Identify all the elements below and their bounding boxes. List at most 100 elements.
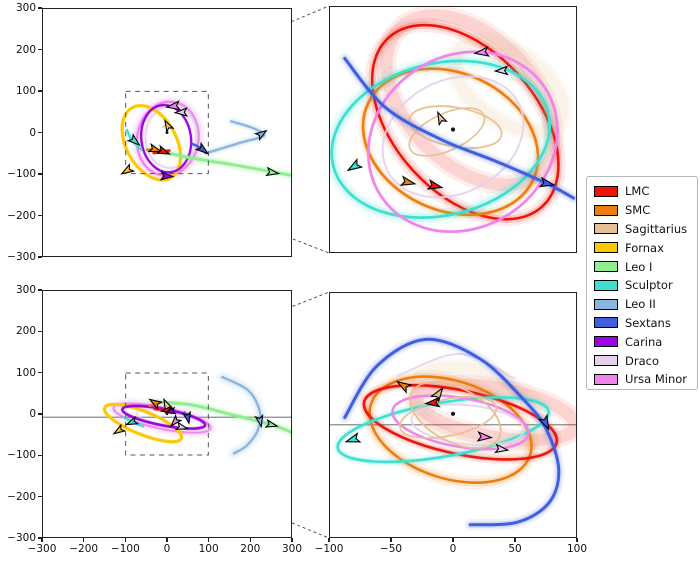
direction-arrow-smc	[395, 378, 411, 392]
legend-swatch-carina	[594, 336, 618, 348]
direction-arrow-draco	[495, 445, 508, 454]
legend-item: Sextans	[594, 314, 697, 333]
orbit-ursa-minor	[131, 97, 204, 181]
orbit-leo-i	[153, 402, 291, 432]
x-tick-label: 50	[508, 543, 522, 555]
y-tick-label: 100	[15, 85, 36, 97]
orbit-sculptor	[333, 385, 553, 475]
panel-top-right	[329, 6, 577, 253]
legend-item: Ursa Minor	[594, 370, 697, 389]
legend-label: Sculptor	[625, 278, 673, 293]
orbit-plot-top-left	[43, 9, 291, 256]
y-tick-label: −100	[7, 168, 36, 180]
x-tick-mark	[41, 538, 43, 542]
direction-arrow-sculptor	[128, 135, 142, 148]
x-tick-mark	[328, 538, 330, 542]
y-tick-label: −200	[7, 490, 36, 503]
x-tick-label: 0	[163, 543, 171, 555]
zoom-region-box	[126, 373, 209, 455]
direction-arrow-ursa-minor	[166, 101, 179, 111]
direction-arrow-ursa-minor	[474, 47, 488, 58]
orbit-sagittarius	[438, 23, 576, 149]
y-tick-label: 100	[15, 366, 36, 379]
direction-arrow-leo-i	[267, 168, 280, 178]
y-tick-mark	[38, 537, 42, 539]
orbit-plot-top-right	[330, 7, 576, 252]
orbit-carina	[137, 102, 196, 176]
orbit-plot-bottom-right	[330, 293, 576, 537]
orbit-lmc	[413, 375, 576, 451]
legend-swatch-fornax	[594, 242, 618, 254]
orbit-fornax	[110, 96, 192, 190]
y-tick-mark	[38, 7, 42, 9]
legend-item: SMC	[594, 201, 697, 220]
direction-arrow-leo-i	[266, 420, 278, 429]
y-tick-mark	[38, 372, 42, 374]
x-tick-mark	[576, 538, 578, 542]
legend-label: Ursa Minor	[625, 372, 688, 387]
orbit-draco	[361, 53, 544, 222]
x-tick-label: −100	[110, 543, 140, 555]
direction-arrow-sculptor	[125, 417, 138, 428]
x-tick-label: 100	[198, 543, 219, 555]
direction-arrow-smc	[149, 144, 162, 155]
legend-swatch-ursa-minor	[594, 373, 618, 385]
y-tick-mark	[38, 131, 42, 134]
x-tick-label: 200	[240, 543, 261, 555]
legend-swatch-sagittarius	[594, 223, 618, 235]
legend-label: SMC	[625, 203, 651, 218]
legend-label: Sagittarius	[625, 221, 688, 236]
y-tick-label: 0	[29, 408, 36, 420]
direction-arrow-draco	[495, 66, 507, 75]
legend-swatch-sculptor	[594, 279, 618, 291]
galactic-center-dot	[450, 411, 456, 416]
zoom-region-box	[126, 91, 209, 173]
legend-item: Leo II	[594, 295, 697, 314]
direction-arrow-sextans	[196, 143, 210, 156]
x-tick-mark	[83, 538, 85, 542]
x-tick-label: −200	[69, 543, 99, 555]
direction-arrow-sculptor	[346, 160, 362, 174]
y-tick-mark	[38, 330, 42, 332]
direction-arrow-sculptor	[345, 434, 360, 446]
legend-item: Leo I	[594, 257, 697, 276]
orbit-sagittarius	[406, 100, 505, 155]
legend-swatch-leo-ii	[594, 298, 618, 310]
orbit-lmc	[354, 7, 576, 217]
galactic-center-dot	[165, 412, 169, 416]
y-tick-mark	[38, 289, 42, 291]
orbit-fornax	[100, 397, 185, 449]
orbit-draco	[398, 354, 515, 378]
legend-label: Leo II	[625, 297, 656, 312]
orbit-sextans	[345, 339, 559, 525]
y-tick-mark	[38, 173, 42, 175]
orbit-lmc	[354, 7, 576, 217]
y-tick-mark	[38, 256, 42, 258]
direction-arrow-draco	[176, 423, 188, 433]
y-tick-mark	[38, 90, 42, 92]
orbit-draco	[409, 399, 526, 450]
direction-arrow-lmc	[157, 146, 171, 157]
x-tick-mark	[452, 538, 454, 542]
x-tick-label: 0	[449, 543, 457, 555]
orbit-sagittarius	[396, 389, 500, 445]
x-tick-label: 300	[281, 543, 303, 555]
orbit-ursa-minor	[333, 15, 576, 252]
orbit-leo-ii	[209, 121, 264, 152]
direction-arrow-sagittarius	[162, 119, 173, 132]
y-tick-mark	[38, 496, 42, 498]
legend-label: Fornax	[625, 240, 664, 255]
y-tick-label: 200	[15, 325, 36, 338]
x-tick-mark	[166, 538, 168, 542]
legend-swatch-sextans	[594, 317, 618, 329]
direction-arrow-draco	[175, 108, 187, 116]
orbit-lmc	[413, 375, 576, 451]
direction-arrow-smc	[401, 177, 416, 189]
galactic-center-dot	[450, 127, 456, 132]
y-tick-mark	[38, 48, 42, 51]
orbit-sagittarius	[438, 23, 576, 149]
direction-arrow-fornax	[120, 165, 134, 178]
x-tick-mark	[291, 538, 293, 542]
legend-swatch-smc	[594, 204, 618, 216]
